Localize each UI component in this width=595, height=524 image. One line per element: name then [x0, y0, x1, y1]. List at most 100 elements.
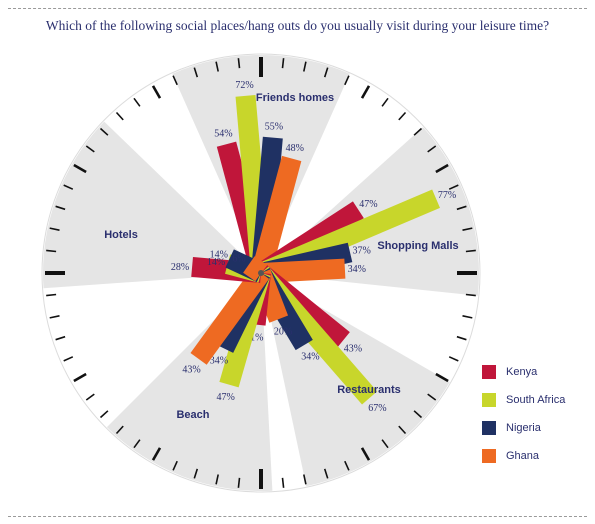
tick-mark [99, 410, 109, 419]
data-label-beach-kenya: 21% [245, 333, 263, 344]
tick-mark [73, 372, 87, 383]
bar-friends-homes-nigeria [251, 136, 283, 274]
data-label-friends-homes-south-africa: 72% [235, 80, 253, 91]
data-label-restaurants-ghana: 20% [274, 326, 292, 337]
tick-mark [115, 425, 124, 435]
tick-mark [281, 58, 285, 69]
legend-label-ghana: Ghana [506, 450, 540, 462]
tick-mark [435, 372, 449, 383]
chart-title: Which of the following social places/han… [45, 18, 550, 33]
category-label-hotels: Hotels [104, 229, 138, 241]
tick-mark [281, 477, 285, 488]
tick-mark [193, 468, 199, 479]
tick-mark [465, 293, 476, 297]
category-label-restaurants: Restaurants [337, 384, 401, 396]
data-label-shopping-malls-south-africa: 77% [438, 190, 456, 201]
legend-item-south-africa: South Africa [482, 386, 565, 414]
data-label-hotels-nigeria: 14% [210, 249, 228, 260]
tick-mark [413, 127, 423, 136]
tick-mark [344, 75, 350, 86]
tick-mark [55, 335, 66, 341]
tick-mark [215, 61, 219, 72]
tick-mark [323, 468, 329, 479]
tick-mark [323, 67, 329, 78]
legend-label-south-africa: South Africa [506, 394, 566, 406]
category-label-shopping-malls: Shopping Malls [377, 240, 458, 252]
tick-mark [237, 58, 241, 69]
legend-swatch-ghana [482, 449, 496, 463]
legend-item-nigeria: Nigeria [482, 414, 565, 442]
tick-mark [133, 97, 141, 107]
tick-mark [85, 393, 95, 401]
tick-mark [456, 205, 467, 211]
tick-mark [303, 61, 307, 72]
tick-mark [115, 111, 124, 121]
tick-mark [435, 163, 449, 174]
tick-mark [303, 474, 307, 485]
data-label-shopping-malls-ghana: 34% [348, 264, 366, 275]
data-label-restaurants-kenya: 43% [344, 343, 362, 354]
data-label-beach-ghana: 43% [182, 365, 200, 376]
tick-mark [456, 335, 467, 341]
bar-hotels-ghana [243, 256, 267, 282]
tick-mark [73, 163, 87, 174]
bottom-divider [8, 516, 587, 517]
legend: Kenya South Africa Nigeria Ghana [482, 358, 565, 470]
tick-mark [63, 184, 74, 190]
category-label-beach: Beach [176, 409, 209, 421]
legend-swatch-south-africa [482, 393, 496, 407]
legend-label-nigeria: Nigeria [506, 422, 541, 434]
tick-mark [172, 460, 178, 471]
legend-label-kenya: Kenya [506, 366, 538, 378]
tick-mark [381, 439, 389, 449]
bar-friends-homes-ghana [251, 155, 302, 276]
category-label-friends-homes: Friends homes [256, 92, 334, 104]
data-label-hotels-ghana: 6% [232, 254, 245, 265]
legend-swatch-nigeria [482, 421, 496, 435]
tick-mark [85, 145, 95, 153]
tick-mark [49, 315, 60, 319]
data-label-shopping-malls-nigeria: 37% [353, 246, 371, 257]
data-label-hotels-kenya: 28% [171, 262, 189, 273]
data-label-beach-south-africa: 47% [217, 392, 235, 403]
tick-mark [381, 97, 389, 107]
tick-mark [448, 184, 459, 190]
tick-mark [344, 460, 350, 471]
bar-beach-ghana [190, 267, 270, 365]
data-label-beach-nigeria: 34% [210, 355, 228, 366]
tick-mark [448, 356, 459, 362]
tick-mark [462, 227, 473, 231]
data-label-friends-homes-nigeria: 55% [265, 122, 283, 133]
sector-hotels [42, 121, 262, 289]
tick-mark [360, 447, 371, 461]
data-label-hotels-south-africa: 14% [207, 257, 225, 268]
tick-mark [172, 75, 178, 86]
tick-mark [193, 67, 199, 78]
center-hub [258, 270, 264, 276]
legend-item-kenya: Kenya [482, 358, 565, 386]
tick-mark [215, 474, 219, 485]
legend-swatch-kenya [482, 365, 496, 379]
data-label-shopping-malls-kenya: 47% [359, 199, 377, 210]
tick-mark [46, 249, 57, 253]
tick-mark [151, 447, 162, 461]
data-label-restaurants-south-africa: 67% [368, 403, 386, 414]
tick-mark [427, 393, 437, 401]
tick-mark [151, 85, 162, 99]
tick-mark [427, 145, 437, 153]
tick-mark [55, 205, 66, 211]
tick-mark [398, 111, 407, 121]
tick-mark [133, 439, 141, 449]
tick-mark [465, 249, 476, 253]
data-label-friends-homes-kenya: 54% [214, 129, 232, 140]
tick-mark [398, 425, 407, 435]
legend-item-ghana: Ghana [482, 442, 565, 470]
tick-mark [46, 293, 57, 297]
tick-mark [99, 127, 109, 136]
tick-mark [413, 410, 423, 419]
tick-mark [63, 356, 74, 362]
tick-mark [462, 315, 473, 319]
tick-mark [49, 227, 60, 231]
top-divider [8, 8, 587, 9]
data-label-restaurants-nigeria: 34% [301, 351, 319, 362]
